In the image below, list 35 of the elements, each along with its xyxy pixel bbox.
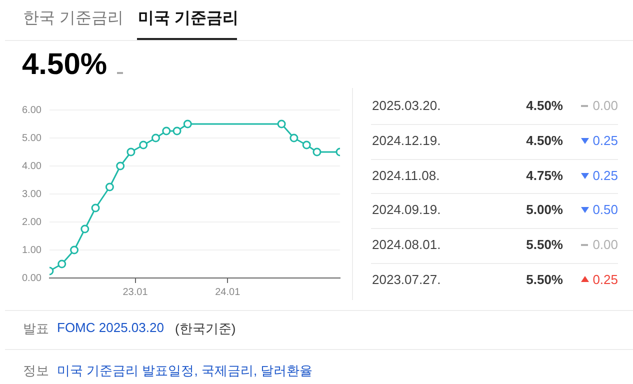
data-label: 0.25 bbox=[592, 168, 618, 183]
category-label: 2024.09.19. bbox=[372, 202, 441, 218]
data-label: 0.25 bbox=[592, 272, 618, 287]
category-label: 2024.11.08. bbox=[372, 168, 440, 183]
data-label: 4.75% bbox=[526, 168, 563, 183]
text: 정보 bbox=[23, 362, 49, 380]
y-tick-label: 4.00 bbox=[22, 160, 42, 172]
data-label: 0.00 bbox=[592, 237, 618, 252]
category-label: 2023.07.27. bbox=[372, 272, 441, 287]
category-label: 2024.08.01. bbox=[372, 237, 441, 252]
y-tick-label: 5.00 bbox=[22, 132, 42, 144]
y-tick-label: 6.00 bbox=[22, 104, 42, 116]
data-label: 0.50 bbox=[592, 202, 618, 218]
y-tick-label: 0.00 bbox=[22, 272, 42, 284]
data-label: 5.50% bbox=[526, 272, 563, 287]
text: (한국기준) bbox=[175, 320, 236, 338]
x-tick-label: 23.01 bbox=[122, 286, 148, 298]
y-tick-label: 3.00 bbox=[22, 188, 42, 200]
x-tick-label: 24.01 bbox=[215, 286, 241, 298]
data-label: 0.25 bbox=[592, 132, 618, 148]
text: 한국 기준금리 bbox=[23, 9, 124, 29]
y-tick-label: 1.00 bbox=[22, 244, 42, 256]
text: 발표 bbox=[23, 320, 49, 338]
data-label: 0.00 bbox=[592, 98, 618, 113]
text: 4.50% bbox=[22, 48, 108, 82]
y-tick-label: 2.00 bbox=[22, 216, 42, 228]
data-label: 4.50% bbox=[526, 98, 563, 113]
category-label: 2025.03.20. bbox=[372, 98, 441, 113]
text: FOMC 2025.03.20 bbox=[57, 320, 164, 335]
text: 미국 기준금리 bbox=[138, 9, 238, 29]
data-label: 5.50% bbox=[526, 237, 563, 252]
data-label: 4.50% bbox=[526, 132, 563, 148]
data-label: 5.00% bbox=[526, 202, 563, 218]
category-label: 2024.12.19. bbox=[372, 132, 441, 148]
text: 미국 기준금리 발표일정, 국제금리, 달러환율 bbox=[57, 362, 313, 380]
